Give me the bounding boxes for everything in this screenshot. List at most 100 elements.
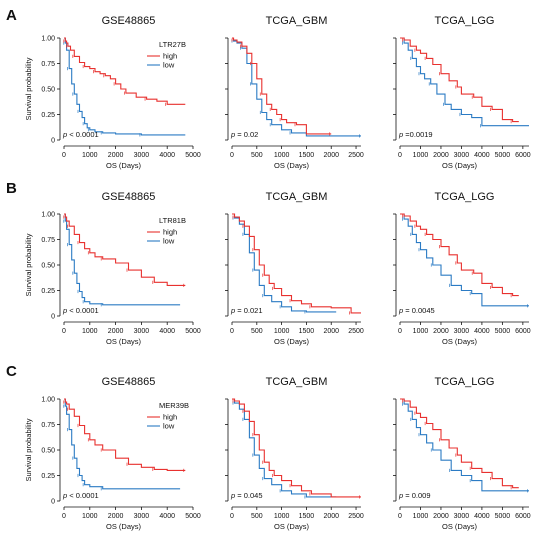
legend-label-high: high xyxy=(163,413,177,422)
legend-label-high: high xyxy=(163,52,177,61)
x-tick-label: 1000 xyxy=(82,152,98,159)
x-tick-label: 1000 xyxy=(82,328,98,335)
x-tick-label: 0 xyxy=(230,328,234,335)
x-axis-label: OS (Days) xyxy=(106,161,142,170)
y-tick-label: 0.50 xyxy=(41,448,55,455)
p-value: = 0.009 xyxy=(405,491,430,500)
x-tick-label: 1000 xyxy=(274,513,290,520)
p-value-label: p < 0.0001 xyxy=(62,491,99,500)
y-tick-label: 1.00 xyxy=(41,212,55,219)
km-curve-high xyxy=(64,398,186,471)
y-tick-label: 1.00 xyxy=(41,36,55,43)
p-symbol: p xyxy=(230,491,237,500)
km-curve-high xyxy=(64,213,186,286)
km-curve-high xyxy=(232,398,361,498)
km-curve-high xyxy=(64,37,186,105)
y-tick-label: 0.25 xyxy=(41,473,55,480)
km-panel: TCGA_GBM 0 500 1000 1500 2000 2500 OS (Days) p =… xyxy=(225,15,364,170)
p-value: = 0.021 xyxy=(237,306,262,315)
km-panel: TCGA_LGG 0 1000 2000 3000 4000 5000 6000 OS (Day… xyxy=(393,376,531,531)
x-axis-label: OS (Days) xyxy=(274,161,310,170)
legend-label-low: low xyxy=(163,61,175,70)
panel-title: TCGA_LGG xyxy=(435,191,495,203)
x-tick-label: 4000 xyxy=(474,328,490,335)
x-tick-label: 0 xyxy=(62,513,66,520)
legend-title: MER39B xyxy=(159,401,189,410)
y-tick-label: 0.25 xyxy=(41,288,55,295)
x-tick-label: 500 xyxy=(251,152,263,159)
x-tick-label: 4000 xyxy=(474,513,490,520)
x-tick-label: 1000 xyxy=(274,152,290,159)
x-tick-label: 4000 xyxy=(159,152,175,159)
x-tick-label: 3000 xyxy=(454,513,470,520)
p-value-label: p = 0.021 xyxy=(230,306,263,315)
y-axis-label: Survival probability xyxy=(24,233,33,296)
p-value: =0.0019 xyxy=(405,130,432,139)
x-tick-label: 1500 xyxy=(299,513,315,520)
x-tick-label: 2500 xyxy=(348,513,364,520)
x-tick-label: 0 xyxy=(398,328,402,335)
x-tick-label: 0 xyxy=(398,513,402,520)
x-tick-label: 2000 xyxy=(108,152,124,159)
km-curve-high xyxy=(400,213,519,297)
y-tick-label: 0.75 xyxy=(41,422,55,429)
x-tick-label: 5000 xyxy=(495,152,511,159)
x-tick-label: 0 xyxy=(230,152,234,159)
km-panel: GSE48865 0 0.25 0.50 0.75 1.00 0 1000 2000 3000 40… xyxy=(24,15,201,170)
p-value: < 0.0001 xyxy=(69,306,98,315)
x-tick-label: 3000 xyxy=(134,328,150,335)
p-symbol: p xyxy=(62,306,69,315)
figure-row-b: B GSE48865 0 0.25 0.50 0.75 1.00 0 1000 2000 3000 4… xyxy=(6,180,531,346)
p-symbol: p xyxy=(62,491,69,500)
p-value-label: p = 0.0045 xyxy=(398,306,435,315)
panel-title: TCGA_LGG xyxy=(435,15,495,27)
km-panel: GSE48865 0 0.25 0.50 0.75 1.00 0 1000 2000 3000 40… xyxy=(24,191,201,346)
km-curve-low xyxy=(400,37,529,127)
x-tick-label: 6000 xyxy=(515,152,531,159)
x-tick-label: 5000 xyxy=(185,328,201,335)
legend-label-low: low xyxy=(163,422,175,431)
x-tick-label: 6000 xyxy=(515,328,531,335)
x-axis-label: OS (Days) xyxy=(274,337,310,346)
legend-label-high: high xyxy=(163,228,177,237)
p-symbol: p xyxy=(398,491,405,500)
x-axis-label: OS (Days) xyxy=(442,337,478,346)
y-axis-label: Survival probability xyxy=(24,418,33,481)
x-tick-label: 500 xyxy=(251,513,263,520)
y-tick-label: 0.50 xyxy=(41,87,55,94)
y-tick-label: 0.25 xyxy=(41,112,55,119)
x-tick-label: 0 xyxy=(398,152,402,159)
x-axis-label: OS (Days) xyxy=(106,522,142,531)
p-value: < 0.0001 xyxy=(69,130,98,139)
km-curve-high xyxy=(232,213,361,314)
km-curve-low xyxy=(64,398,181,490)
x-tick-label: 4000 xyxy=(159,513,175,520)
p-value: = 0.02 xyxy=(237,130,258,139)
p-value-label: p = 0.02 xyxy=(230,130,258,139)
p-symbol: p xyxy=(62,130,69,139)
x-tick-label: 1000 xyxy=(413,328,429,335)
y-tick-label: 0.75 xyxy=(41,61,55,68)
x-tick-label: 1000 xyxy=(413,513,429,520)
km-curve-low xyxy=(232,37,361,137)
x-tick-label: 2500 xyxy=(348,152,364,159)
km-panel: TCGA_GBM 0 500 1000 1500 2000 2500 OS (Days) p =… xyxy=(225,376,364,531)
x-tick-label: 3000 xyxy=(134,513,150,520)
legend-title: LTR27B xyxy=(159,40,186,49)
figure-row-a: A GSE48865 0 0.25 0.50 0.75 1.00 0 1000 2000 3000 4… xyxy=(6,7,531,170)
y-axis-label: Survival probability xyxy=(24,57,33,120)
p-value-label: p =0.0019 xyxy=(398,130,433,139)
panel-title: TCGA_LGG xyxy=(435,376,495,388)
x-tick-label: 500 xyxy=(251,328,263,335)
x-tick-label: 1000 xyxy=(82,513,98,520)
y-tick-label: 0.75 xyxy=(41,237,55,244)
km-panel: TCGA_GBM 0 500 1000 1500 2000 2500 OS (Days) p =… xyxy=(225,191,364,346)
x-tick-label: 6000 xyxy=(515,513,531,520)
y-tick-label: 0.50 xyxy=(41,263,55,270)
x-tick-label: 2000 xyxy=(323,513,339,520)
panel-letter: A xyxy=(6,7,17,24)
x-tick-label: 4000 xyxy=(159,328,175,335)
x-axis-label: OS (Days) xyxy=(106,337,142,346)
km-curve-low xyxy=(232,398,337,498)
panel-letter: B xyxy=(6,180,17,197)
